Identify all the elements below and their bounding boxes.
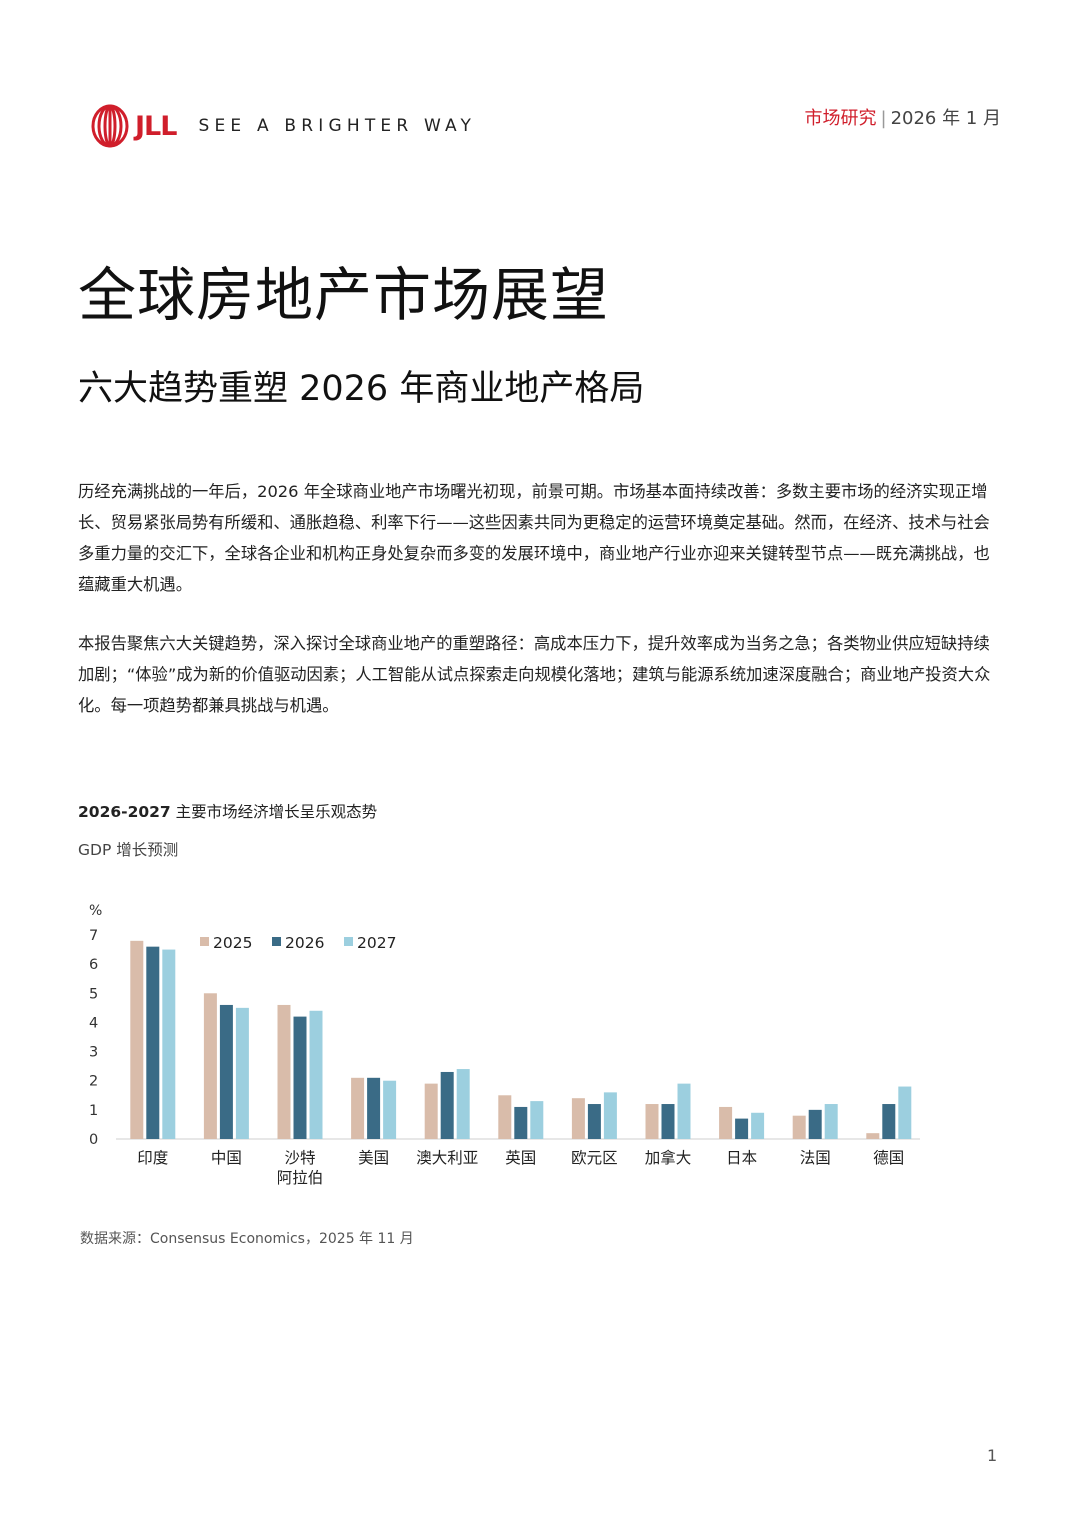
jll-logo-icon bbox=[91, 104, 129, 148]
page-number: 1 bbox=[987, 1446, 998, 1465]
bar-2025 bbox=[351, 1077, 365, 1139]
bar-2026 bbox=[808, 1109, 822, 1139]
data-source: 数据来源：Consensus Economics，2025 年 11 月 bbox=[80, 1231, 414, 1247]
bar-2026 bbox=[146, 946, 160, 1139]
y-tick-label: 3 bbox=[89, 1045, 98, 1061]
x-category-label: 中国 bbox=[211, 1149, 242, 1167]
bar-2027 bbox=[530, 1101, 544, 1139]
y-tick-label: 5 bbox=[89, 986, 98, 1002]
bar-2026 bbox=[440, 1071, 454, 1139]
bar-2027 bbox=[162, 949, 176, 1139]
bar-2026 bbox=[219, 1004, 233, 1139]
x-category-label: 德国 bbox=[873, 1149, 904, 1167]
bar-2026 bbox=[661, 1104, 675, 1139]
chart-title-years: 2026-2027 bbox=[78, 803, 171, 821]
bar-2027 bbox=[751, 1112, 765, 1139]
bar-2025 bbox=[203, 993, 217, 1139]
bar-2026 bbox=[882, 1104, 896, 1139]
legend-label-2025: 2025 bbox=[213, 934, 252, 952]
chart-title-text: 主要市场经济增长呈乐观态势 bbox=[170, 803, 378, 821]
bar-2025 bbox=[645, 1104, 659, 1139]
legend-swatch-2027 bbox=[344, 937, 353, 946]
bar-2025 bbox=[277, 1004, 291, 1139]
y-tick-label: 4 bbox=[89, 1015, 98, 1031]
intro-paragraph: 历经充满挑战的一年后，2026 年全球商业地产市场曙光初现，前景可期。市场基本面… bbox=[78, 482, 990, 594]
jll-logo: JLL SEE A BRIGHTER WAY bbox=[91, 104, 476, 148]
report-type: 市场研究 bbox=[804, 108, 877, 129]
bar-2026 bbox=[587, 1104, 601, 1139]
x-category-label: 日本 bbox=[726, 1149, 757, 1167]
tagline: SEE A BRIGHTER WAY bbox=[198, 116, 477, 136]
bar-2025 bbox=[719, 1106, 733, 1139]
x-category-label: 英国 bbox=[505, 1149, 536, 1167]
chart-title: 2026-2027 主要市场经济增长呈乐观态势 bbox=[78, 800, 377, 822]
bar-2027 bbox=[235, 1007, 249, 1139]
logo-text: JLL bbox=[135, 110, 177, 142]
y-tick-label: 1 bbox=[89, 1103, 98, 1119]
bar-2025 bbox=[792, 1115, 806, 1139]
bar-2026 bbox=[735, 1118, 749, 1139]
page-header: JLL SEE A BRIGHTER WAY 市场研究 | 2026 年 1 月 bbox=[91, 104, 1001, 152]
y-tick-label: 0 bbox=[89, 1132, 98, 1148]
x-category-label: 沙特 bbox=[284, 1149, 315, 1167]
bar-2027 bbox=[898, 1086, 912, 1139]
x-category-label: 澳大利亚 bbox=[416, 1149, 478, 1167]
bar-2026 bbox=[367, 1077, 381, 1139]
trends-paragraph: 本报告聚焦六大关键趋势，深入探讨全球商业地产的重塑路径：高成本压力下，提升效率成… bbox=[78, 634, 991, 715]
bar-2025 bbox=[866, 1133, 880, 1139]
gdp-bar-chart: % 0 1 2 3 4 5 6 7 印度 中国 沙特阿拉伯 美国 澳大利亚 英国 欧元区 加拿大 日本 法国 德国 20… bbox=[70, 890, 941, 1200]
x-category-label: 阿拉伯 bbox=[277, 1169, 324, 1187]
x-category-label: 欧元区 bbox=[571, 1149, 618, 1167]
legend-swatch-2025 bbox=[200, 937, 209, 946]
bar-2025 bbox=[424, 1083, 438, 1139]
x-category-label: 美国 bbox=[358, 1149, 389, 1167]
y-tick-label: 7 bbox=[89, 928, 98, 944]
x-category-label: 印度 bbox=[137, 1149, 168, 1167]
bar-2026 bbox=[514, 1106, 528, 1139]
report-date: 2026 年 1 月 bbox=[890, 108, 1001, 129]
bar-2026 bbox=[293, 1016, 307, 1139]
legend-label-2026: 2026 bbox=[285, 934, 324, 952]
legend-label-2027: 2027 bbox=[357, 934, 396, 952]
bar-2027 bbox=[383, 1080, 397, 1139]
bar-2025 bbox=[571, 1098, 585, 1139]
legend-swatch-2026 bbox=[272, 937, 281, 946]
bar-2025 bbox=[130, 940, 144, 1139]
report-info: 市场研究 | 2026 年 1 月 bbox=[804, 104, 1001, 130]
bar-2027 bbox=[677, 1083, 691, 1139]
page-subtitle: 六大趋势重塑 2026 年商业地产格局 bbox=[78, 369, 645, 409]
page-title: 全球房地产市场展望 bbox=[78, 261, 610, 329]
y-tick-label: 6 bbox=[89, 957, 98, 973]
chart-subtitle: GDP 增长预测 bbox=[78, 841, 179, 859]
bar-2027 bbox=[309, 1010, 323, 1139]
bar-2027 bbox=[824, 1104, 838, 1139]
x-category-label: 法国 bbox=[800, 1149, 831, 1167]
bar-2025 bbox=[498, 1095, 512, 1139]
bar-2027 bbox=[603, 1092, 617, 1139]
y-axis-unit: % bbox=[89, 903, 102, 919]
bar-2027 bbox=[456, 1069, 470, 1139]
separator: | bbox=[880, 108, 887, 129]
y-tick-label: 2 bbox=[89, 1074, 98, 1090]
x-category-label: 加拿大 bbox=[645, 1148, 692, 1167]
